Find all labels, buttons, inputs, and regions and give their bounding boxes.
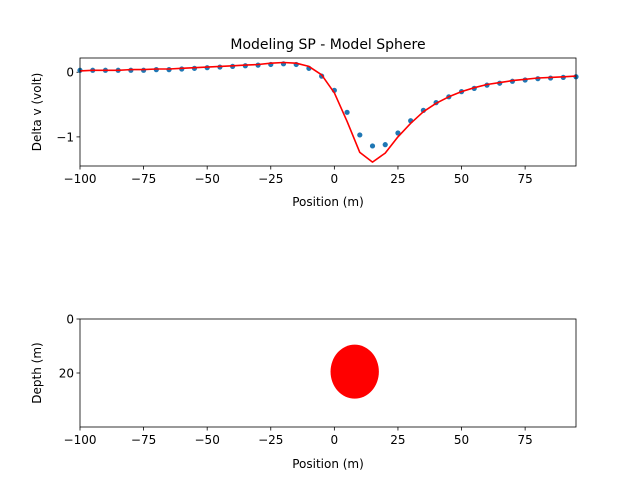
top-x-tick-label: −25 [258, 172, 283, 186]
model-fit-line [79, 61, 577, 163]
top-x-tick-label: 50 [454, 172, 469, 186]
bottom-x-tick-label: 25 [390, 433, 405, 447]
top-x-tick-label: −75 [131, 172, 156, 186]
top-x-tick-label: −100 [64, 172, 97, 186]
bottom-y-tick-label: 20 [59, 367, 74, 381]
measured-data-point [344, 109, 350, 115]
bottom-x-tick-label: −25 [258, 433, 283, 447]
bottom-x-tick-label: 50 [454, 433, 469, 447]
bottom-x-tick-label: 75 [517, 433, 532, 447]
bottom-x-tick-label: 0 [331, 433, 339, 447]
top-axis-ticks: −100 −75 −50 −25 0 25 50 75 0 −1 [56, 66, 532, 186]
bottom-axes-frame [79, 318, 577, 428]
top-y-axis-label: Delta v (volt) [30, 73, 44, 152]
measured-data-point [382, 142, 388, 148]
bottom-y-axis-label: Depth (m) [30, 342, 44, 403]
top-y-tick-label: −1 [56, 130, 74, 144]
top-x-tick-label: 25 [390, 172, 405, 186]
measured-data-point [369, 143, 376, 149]
top-data-marks [77, 61, 579, 163]
bottom-x-axis-label: Position (m) [292, 457, 364, 471]
measured-data-point [357, 132, 363, 138]
top-x-tick-label: −50 [195, 172, 220, 186]
top-x-axis-label: Position (m) [292, 195, 364, 209]
bottom-x-tick-label: −75 [131, 433, 156, 447]
bottom-y-tick-label: 0 [66, 313, 74, 327]
top-y-tick-label: 0 [66, 66, 74, 80]
top-x-tick-label: 0 [331, 172, 339, 186]
top-chart-title: Modeling SP - Model Sphere [230, 37, 425, 53]
bottom-x-tick-label: −100 [64, 433, 97, 447]
top-x-tick-label: 75 [517, 172, 532, 186]
top-axes-frame [79, 57, 577, 167]
bottom-axis-ticks: −100 −75 −50 −25 0 25 50 75 0 20 [59, 313, 533, 448]
sphere-model-shape [330, 344, 379, 399]
top-subplot: Modeling SP - Model Sphere −100 −75 −50 −25… [30, 37, 579, 209]
bottom-subplot: −100 −75 −50 −25 0 25 50 75 0 20 Position (m) Dep… [30, 313, 577, 471]
bottom-data-marks [330, 344, 379, 399]
bottom-x-tick-label: −50 [195, 433, 220, 447]
